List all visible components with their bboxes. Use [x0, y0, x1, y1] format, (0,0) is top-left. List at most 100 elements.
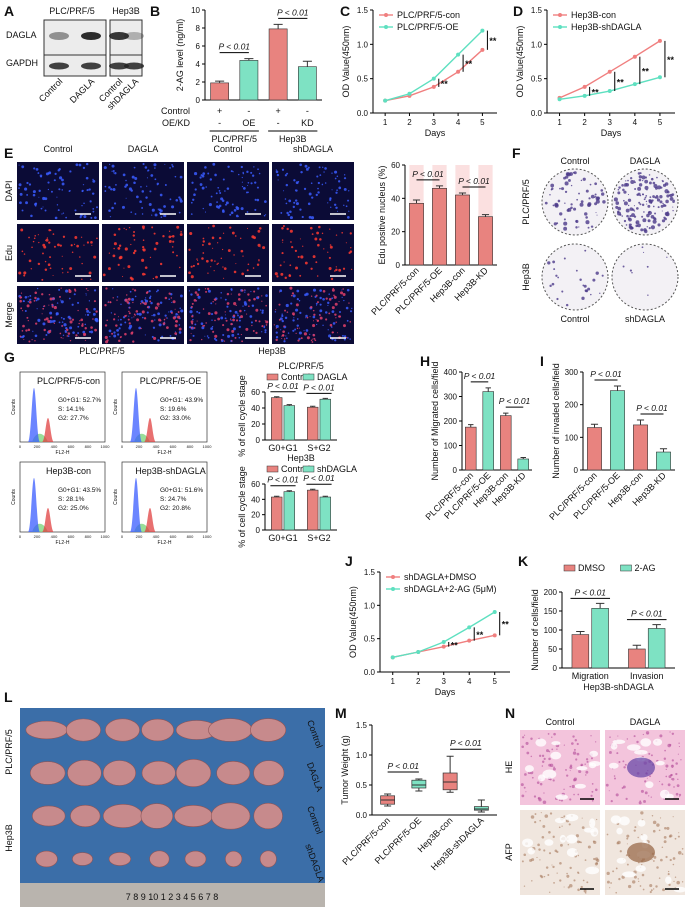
texture-dot — [105, 340, 109, 344]
texture-dot — [234, 336, 237, 339]
texture-dot — [586, 760, 589, 763]
texture-dot — [606, 880, 610, 884]
texture-dot — [205, 322, 207, 324]
texture-dot — [549, 812, 553, 815]
texture-dot — [119, 336, 122, 339]
texture-dot — [573, 793, 575, 796]
texture-dot — [126, 294, 128, 296]
colony — [633, 205, 636, 207]
error-bar — [322, 397, 328, 400]
texture-dot — [132, 288, 134, 290]
annotation: P < 0.01 — [590, 369, 622, 379]
texture-dot — [109, 216, 112, 218]
colony — [664, 189, 669, 194]
texture-dot — [169, 167, 171, 169]
texture-dot — [240, 333, 242, 336]
line — [385, 49, 483, 102]
texture-dot — [190, 326, 193, 329]
colony — [648, 227, 651, 230]
tumor — [141, 760, 176, 786]
annotation: P < 0.01 — [303, 473, 335, 483]
texture-dot — [59, 332, 62, 335]
texture-dot — [248, 298, 251, 302]
texture-dot — [90, 278, 92, 280]
texture-dot — [201, 326, 205, 330]
texture-dot — [159, 262, 163, 266]
texture-dot — [142, 162, 145, 166]
panel-letter: B — [150, 3, 160, 19]
texture-dot — [313, 313, 316, 316]
texture-dot — [669, 743, 672, 747]
texture-dot — [223, 277, 225, 279]
texture-dot — [158, 306, 160, 308]
panel-letter: J — [345, 553, 353, 569]
alveolus — [610, 815, 622, 824]
panel-letter: N — [505, 705, 515, 721]
y-axis-label: Edu positive nucleus (%) — [377, 165, 387, 264]
y-tick-label: 50 — [548, 645, 557, 654]
texture-dot — [145, 196, 148, 199]
texture-dot — [194, 291, 198, 294]
colony — [590, 194, 595, 199]
annotation: ** — [617, 77, 625, 87]
error-bar — [274, 495, 280, 498]
texture-dot — [190, 333, 192, 335]
texture-dot — [668, 883, 671, 886]
y-axis-label: Number of cells/field — [530, 589, 540, 671]
texture-dot — [310, 295, 313, 297]
point — [456, 52, 461, 57]
texture-dot — [85, 314, 87, 316]
colony — [565, 303, 569, 307]
x-tick-label: 3 — [432, 118, 437, 127]
texture-dot — [142, 248, 145, 251]
texture-dot — [104, 324, 108, 327]
group-label: Hep3B — [258, 346, 286, 356]
texture-dot — [667, 783, 671, 787]
texture-dot — [204, 288, 207, 290]
texture-dot — [569, 766, 573, 770]
texture-dot — [204, 211, 207, 213]
y-tick-label: 40 — [251, 404, 260, 413]
flow-title: Hep3B-shDAGLA — [135, 466, 206, 476]
row-label: Merge — [4, 302, 14, 328]
error-bar — [613, 385, 622, 391]
y-tick-label: 100 — [444, 442, 458, 451]
texture-dot — [282, 330, 285, 334]
y-axis-label: OD Value(450nm) — [515, 26, 525, 98]
colony — [661, 210, 663, 212]
texture-dot — [253, 236, 256, 240]
texture-dot — [328, 334, 332, 338]
texture-dot — [610, 799, 613, 803]
texture-dot — [52, 297, 55, 300]
texture-dot — [123, 227, 125, 229]
legend-label: Hep3B-shDAGLA — [571, 22, 642, 32]
texture-dot — [237, 313, 239, 315]
texture-dot — [84, 323, 87, 326]
texture-dot — [69, 267, 73, 271]
x-tick-label: 2 — [416, 677, 421, 686]
texture-dot — [69, 340, 72, 342]
texture-dot — [553, 732, 556, 736]
texture-dot — [319, 314, 321, 317]
texture-dot — [285, 183, 289, 187]
texture-dot — [313, 337, 316, 340]
texture-dot — [222, 266, 224, 268]
point — [441, 644, 446, 649]
texture-dot — [217, 186, 220, 189]
texture-dot — [93, 300, 97, 303]
flow-stat: G0+G1: 43.5% — [58, 487, 101, 494]
texture-dot — [313, 320, 315, 322]
texture-dot — [141, 310, 145, 314]
y-tick-label: 300 — [565, 368, 579, 377]
colony — [556, 204, 558, 207]
texture-dot — [116, 296, 119, 298]
bar — [239, 60, 259, 101]
error-bar — [595, 602, 605, 609]
colony — [587, 203, 591, 207]
texture-dot — [636, 740, 639, 744]
texture-dot — [347, 199, 350, 202]
texture-dot — [343, 324, 346, 328]
texture-dot — [613, 775, 616, 777]
texture-dot — [573, 748, 576, 751]
texture-dot — [618, 877, 621, 881]
